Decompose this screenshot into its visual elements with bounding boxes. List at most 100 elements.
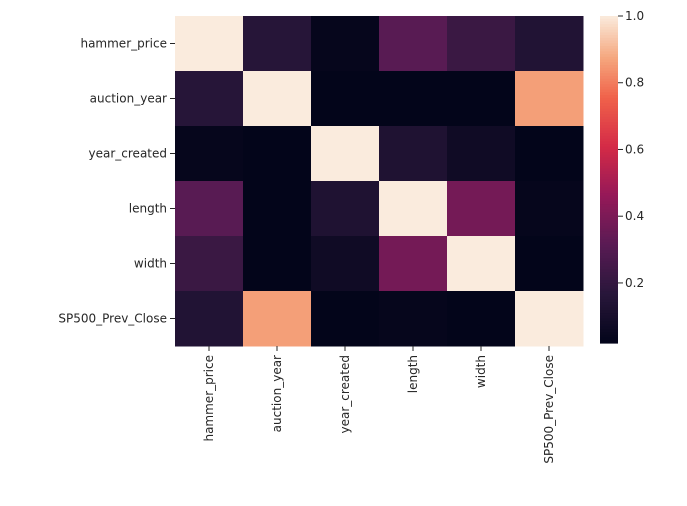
x-tick-label: year_created [338,355,352,433]
colorbar-segment [600,329,618,333]
heatmap-cell-width-SP500_Prev_Close [515,236,584,292]
colorbar-segment [600,274,618,279]
heatmap-cell-width-auction_year [243,236,312,292]
colorbar-tick-label: 0.2 [625,276,644,290]
colorbar-segment [600,321,618,325]
colorbar-segment [600,122,618,126]
colorbar-segment [600,179,618,183]
colorbar-segment [600,299,618,303]
colorbar-segment [600,89,618,93]
y-tick-label: width [134,257,167,271]
heatmap-cell-year_created-length [379,126,448,182]
colorbar-segment [600,250,618,254]
colorbar-segment [600,190,618,194]
colorbar-segment [600,51,618,55]
heatmap-cell-SP500_Prev_Close-SP500_Prev_Close [515,291,584,347]
colorbar-segment [600,263,618,268]
colorbar-segment [600,105,618,110]
heatmap-cell-year_created-year_created [311,126,380,182]
y-tick-label: year_created [89,147,167,161]
colorbar-segment [600,45,618,50]
y-tick-label: hammer_price [80,37,167,51]
heatmap-cell-hammer_price-length [379,16,448,72]
colorbar-segment [600,165,618,170]
colorbar-segment [600,43,618,47]
colorbar-segment [600,225,618,230]
colorbar-segment [600,29,618,33]
heatmap-cell-auction_year-hammer_price [175,71,244,127]
colorbar-segment [600,220,618,224]
heatmap-cell-length-year_created [311,181,380,237]
heatmap-cell-SP500_Prev_Close-length [379,291,448,347]
colorbar-segment [600,86,618,91]
colorbar-segment [600,293,618,298]
heatmap-cell-auction_year-year_created [311,71,380,127]
colorbar-segment [600,168,618,172]
colorbar-segment [600,291,618,295]
colorbar-segment [600,40,618,44]
y-tick-label: length [129,202,167,216]
colorbar-segment [600,70,618,74]
heatmap-cell-SP500_Prev_Close-auction_year [243,291,312,347]
colorbar-segment [600,204,618,208]
colorbar-segment [600,313,618,317]
colorbar-segment [600,326,618,330]
heatmap-cell-length-hammer_price [175,181,244,237]
y-tick-label: SP500_Prev_Close [58,312,167,326]
colorbar-segment [600,62,618,66]
colorbar-segment [600,247,618,251]
heatmap-cell-length-length [379,181,448,237]
colorbar-segment [600,141,618,145]
colorbar-segment [600,133,618,137]
colorbar-segment [600,125,618,129]
colorbar-segment [600,253,618,257]
colorbar-segment [600,334,618,339]
colorbar-segment [600,146,618,151]
heatmap-cell-auction_year-auction_year [243,71,312,127]
heatmap-cell-auction_year-SP500_Prev_Close [515,71,584,127]
colorbar-segment [600,228,618,232]
x-tick-label: length [406,355,420,393]
colorbar-segment [600,261,618,265]
colorbar-segment [600,337,618,341]
x-tick-label: auction_year [270,355,284,432]
colorbar-segment [600,340,618,344]
colorbar-segment [600,73,618,77]
colorbar-segment [600,184,618,189]
heatmap-cell-auction_year-length [379,71,448,127]
heatmap-cell-year_created-SP500_Prev_Close [515,126,584,182]
heatmap-cells [175,16,584,347]
colorbar-segment [600,318,618,322]
colorbar-segment [600,206,618,211]
colorbar-segment [600,138,618,142]
colorbar-segment [600,332,618,336]
heatmap-cell-SP500_Prev_Close-year_created [311,291,380,347]
colorbar-segment [600,195,618,200]
colorbar-segment [600,296,618,300]
colorbar-segment [600,32,618,36]
colorbar-segment [600,26,618,31]
colorbar-segment [600,288,618,292]
colorbar-segment [600,16,618,20]
heatmap-cell-hammer_price-hammer_price [175,16,244,72]
colorbar-segment [600,154,618,159]
colorbar-segment [600,277,618,281]
heatmap-cell-SP500_Prev_Close-width [447,291,516,347]
colorbar-segment [600,209,618,213]
colorbar-segment [600,54,618,58]
colorbar-segment [600,37,618,42]
colorbar-segment [600,81,618,85]
colorbar-segment [600,21,618,25]
colorbar-segment [600,92,618,96]
heatmap-cell-hammer_price-width [447,16,516,72]
colorbar-segment [600,214,618,219]
colorbar-segment [600,323,618,328]
colorbar-segment [600,144,618,148]
colorbar-tick-label: 0.4 [625,209,644,223]
heatmap-cell-width-hammer_price [175,236,244,292]
heatmap-cell-SP500_Prev_Close-hammer_price [175,291,244,347]
colorbar-segment [600,149,618,153]
colorbar-segment [600,135,618,140]
x-tick-label: SP500_Prev_Close [542,355,556,464]
x-tick-label: width [474,355,488,388]
